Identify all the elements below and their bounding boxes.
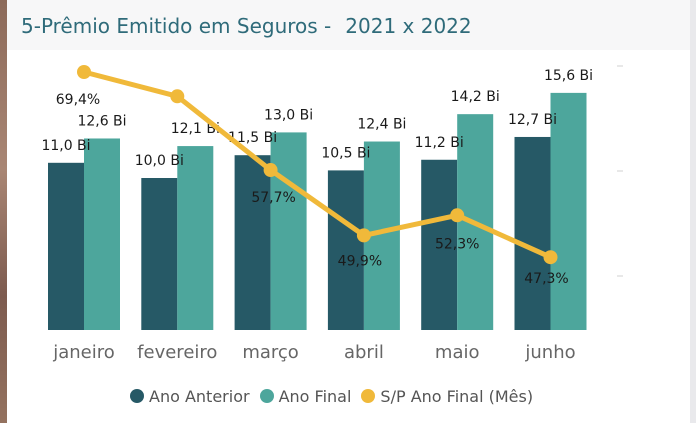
left-edge-strip	[0, 0, 7, 423]
data-label-ano-anterior-2: 11,5 Bi	[228, 130, 277, 146]
data-label-ano-final-5: 15,6 Bi	[544, 68, 593, 84]
bar-ano-anterior-0	[48, 162, 84, 330]
bar-ano-anterior-4	[421, 159, 458, 330]
legend-item-0[interactable]: Ano Anterior	[130, 387, 250, 406]
bar-ano-anterior-5	[514, 136, 551, 330]
sp-point-1	[170, 89, 185, 104]
legend-item-1[interactable]: Ano Final	[259, 386, 352, 406]
sp-point-5	[543, 250, 558, 265]
sp-point-2	[263, 163, 278, 178]
bar-ano-anterior-1	[141, 178, 178, 330]
chart-title-text: 5-Prêmio Emitido em Seguros -	[21, 14, 332, 38]
category-label-5: junho	[524, 342, 575, 363]
chart-title-years: 2021 x 2022	[345, 14, 472, 38]
legend-swatch-icon	[259, 389, 274, 403]
bar-ano-anterior-2	[234, 155, 271, 330]
legend-swatch-icon	[130, 389, 144, 403]
legend-item-2[interactable]: S/P Ano Final (Mês)	[361, 387, 533, 406]
data-label-ano-final-4: 14,2 Bi	[451, 89, 500, 105]
sp-line	[81, 69, 553, 260]
bar-ano-final-0	[84, 138, 120, 330]
data-label-ano-anterior-4: 11,2 Bi	[415, 135, 464, 151]
chart-title: 5-Prêmio Emitido em Seguros - 2021 x 2022	[21, 14, 472, 38]
legend-label: Ano Final	[278, 386, 352, 406]
data-label-ano-final-1: 12,1 Bi	[171, 121, 220, 137]
sp-label-5: 47,3%	[524, 271, 568, 287]
bar-ano-final-2	[270, 132, 307, 330]
sp-label-2: 57,7%	[251, 190, 295, 206]
sp-point-0	[77, 65, 91, 79]
chart-legend: Ano Anterior Ano Final S/P Ano Final (Mês)	[130, 384, 533, 408]
sp-point-4	[450, 208, 465, 223]
category-label-2: março	[242, 342, 298, 363]
sp-label-3: 49,9%	[338, 253, 382, 269]
data-label-ano-anterior-1: 10,0 Bi	[135, 153, 184, 169]
right-edge-strip	[690, 0, 696, 423]
sp-label-4: 52,3%	[435, 236, 479, 252]
data-label-ano-final-3: 12,4 Bi	[357, 117, 406, 133]
data-label-ano-anterior-5: 12,7 Bi	[508, 112, 557, 128]
data-label-ano-anterior-3: 10,5 Bi	[321, 145, 370, 161]
sp-point-3	[356, 228, 371, 243]
category-label-1: fevereiro	[137, 342, 217, 363]
bar-ano-anterior-3	[327, 170, 364, 330]
bar-ano-final-1	[177, 146, 214, 330]
legend-swatch-icon	[361, 389, 376, 403]
data-label-ano-final-0: 12,6 Bi	[77, 113, 126, 129]
category-label-4: maio	[435, 342, 480, 363]
sp-label-0: 69,4%	[56, 92, 100, 108]
legend-label: Ano Anterior	[149, 386, 250, 406]
category-label-0: janeiro	[52, 342, 115, 363]
bar-ano-final-5	[550, 92, 587, 330]
data-label-ano-anterior-0: 11,0 Bi	[41, 138, 90, 154]
legend-label: S/P Ano Final (Mês)	[380, 386, 534, 406]
category-label-3: abril	[344, 342, 384, 363]
chart-header: 5-Prêmio Emitido em Seguros - 2021 x 2022	[7, 0, 690, 50]
data-label-ano-final-2: 13,0 Bi	[264, 107, 313, 123]
